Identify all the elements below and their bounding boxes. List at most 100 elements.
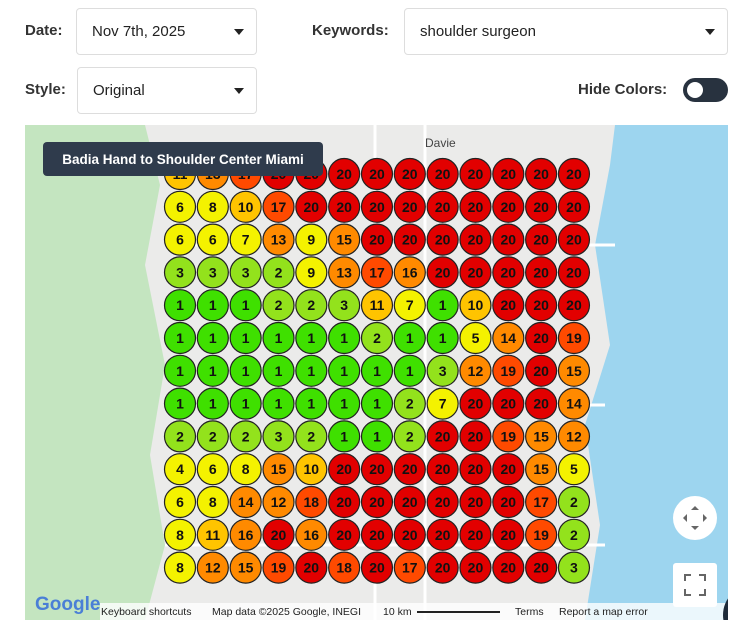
rank-label: 20 (501, 396, 517, 412)
rank-label: 10 (238, 199, 254, 215)
rank-label: 19 (271, 560, 287, 576)
rank-marker (328, 453, 361, 486)
map-footer (100, 603, 728, 620)
rank-label: 1 (176, 297, 184, 313)
rank-label: 20 (501, 461, 517, 477)
rank-marker (328, 518, 361, 551)
recenter-button[interactable] (673, 496, 717, 540)
rank-marker (459, 157, 492, 191)
rank-label: 13 (336, 264, 352, 280)
rank-marker (328, 354, 361, 387)
rank-label: 9 (307, 232, 315, 248)
rank-marker (229, 190, 262, 223)
rank-marker (163, 387, 197, 420)
rank-label: 20 (336, 494, 352, 510)
rank-label: 20 (566, 297, 582, 313)
rank-label: 20 (533, 396, 549, 412)
rank-marker (557, 518, 591, 551)
rank-marker (393, 190, 426, 223)
rank-label: 15 (336, 232, 352, 248)
rank-marker (393, 289, 426, 322)
rank-marker (525, 321, 558, 355)
rank-marker (492, 321, 525, 355)
rank-marker (459, 354, 492, 387)
rank-label: 5 (472, 330, 480, 346)
rank-label: 1 (176, 396, 184, 412)
terms-link[interactable]: Terms (515, 606, 544, 618)
rank-label: 2 (373, 330, 381, 346)
rank-marker (525, 289, 558, 322)
rank-marker (557, 551, 591, 584)
report-link[interactable]: Report a map error (559, 606, 648, 618)
rank-label: 10 (304, 461, 320, 477)
rank-marker (262, 485, 295, 519)
rank-marker (229, 453, 262, 486)
rank-marker (196, 518, 229, 551)
rank-label: 1 (340, 396, 348, 412)
rank-label: 7 (439, 396, 447, 412)
rank-marker (459, 485, 492, 519)
rank-label: 20 (304, 560, 320, 576)
chat-bubble[interactable] (723, 585, 728, 620)
rank-label: 15 (271, 461, 287, 477)
rank-label: 2 (406, 428, 414, 444)
rank-label: 20 (304, 199, 320, 215)
rank-marker (360, 289, 394, 322)
rank-label: 20 (566, 264, 582, 280)
rank-marker (196, 321, 229, 355)
rank-marker (492, 518, 525, 551)
park (25, 125, 165, 620)
rank-marker (525, 485, 558, 519)
rank-label: 12 (468, 363, 484, 379)
rank-label: 20 (468, 527, 484, 543)
rank-marker (525, 518, 558, 551)
map: Davie 1113172020202020202020202068101720… (25, 125, 728, 620)
rank-marker (295, 190, 328, 223)
rank-marker (196, 354, 229, 387)
hide-colors-toggle[interactable] (683, 78, 728, 102)
rank-label: 20 (468, 199, 484, 215)
scale-label: 10 km (383, 606, 412, 618)
rank-label: 20 (566, 166, 582, 182)
rank-marker (426, 354, 459, 387)
rank-marker (262, 190, 295, 223)
rank-label: 7 (406, 297, 414, 313)
rank-marker (525, 420, 558, 453)
rank-marker (393, 551, 426, 584)
rank-marker (492, 256, 525, 289)
rank-label: 20 (336, 461, 352, 477)
rank-marker (229, 551, 262, 584)
date-select[interactable]: Nov 7th, 2025 (76, 8, 257, 55)
rank-marker (262, 518, 295, 551)
style-select[interactable]: Original (77, 67, 257, 114)
rank-label: 16 (304, 527, 320, 543)
rank-marker (262, 354, 295, 387)
rank-marker (262, 223, 295, 256)
rank-label: 18 (336, 560, 352, 576)
fullscreen-button[interactable] (673, 563, 717, 607)
rank-label: 1 (242, 363, 250, 379)
rank-label: 11 (370, 297, 385, 313)
rank-label: 1 (406, 330, 414, 346)
rank-marker (525, 387, 558, 420)
rank-marker (328, 289, 361, 322)
rank-marker (360, 321, 394, 355)
rank-marker (557, 223, 591, 256)
rank-marker (295, 387, 328, 420)
keywords-select[interactable]: shoulder surgeon (404, 8, 728, 55)
rank-marker (426, 223, 459, 256)
rank-label: 17 (271, 199, 287, 215)
keyboard-shortcuts[interactable]: Keyboard shortcuts (101, 606, 192, 618)
rank-label: 2 (406, 396, 414, 412)
rank-label: 20 (468, 560, 484, 576)
rank-marker (525, 354, 558, 387)
rank-label: 20 (501, 232, 517, 248)
rank-marker (229, 354, 262, 387)
rank-marker (229, 485, 262, 519)
rank-label: 20 (468, 428, 484, 444)
rank-label: 1 (307, 396, 315, 412)
rank-marker (459, 321, 492, 355)
rank-label: 6 (176, 199, 184, 215)
rank-marker (459, 256, 492, 289)
rank-label: 19 (566, 330, 582, 346)
